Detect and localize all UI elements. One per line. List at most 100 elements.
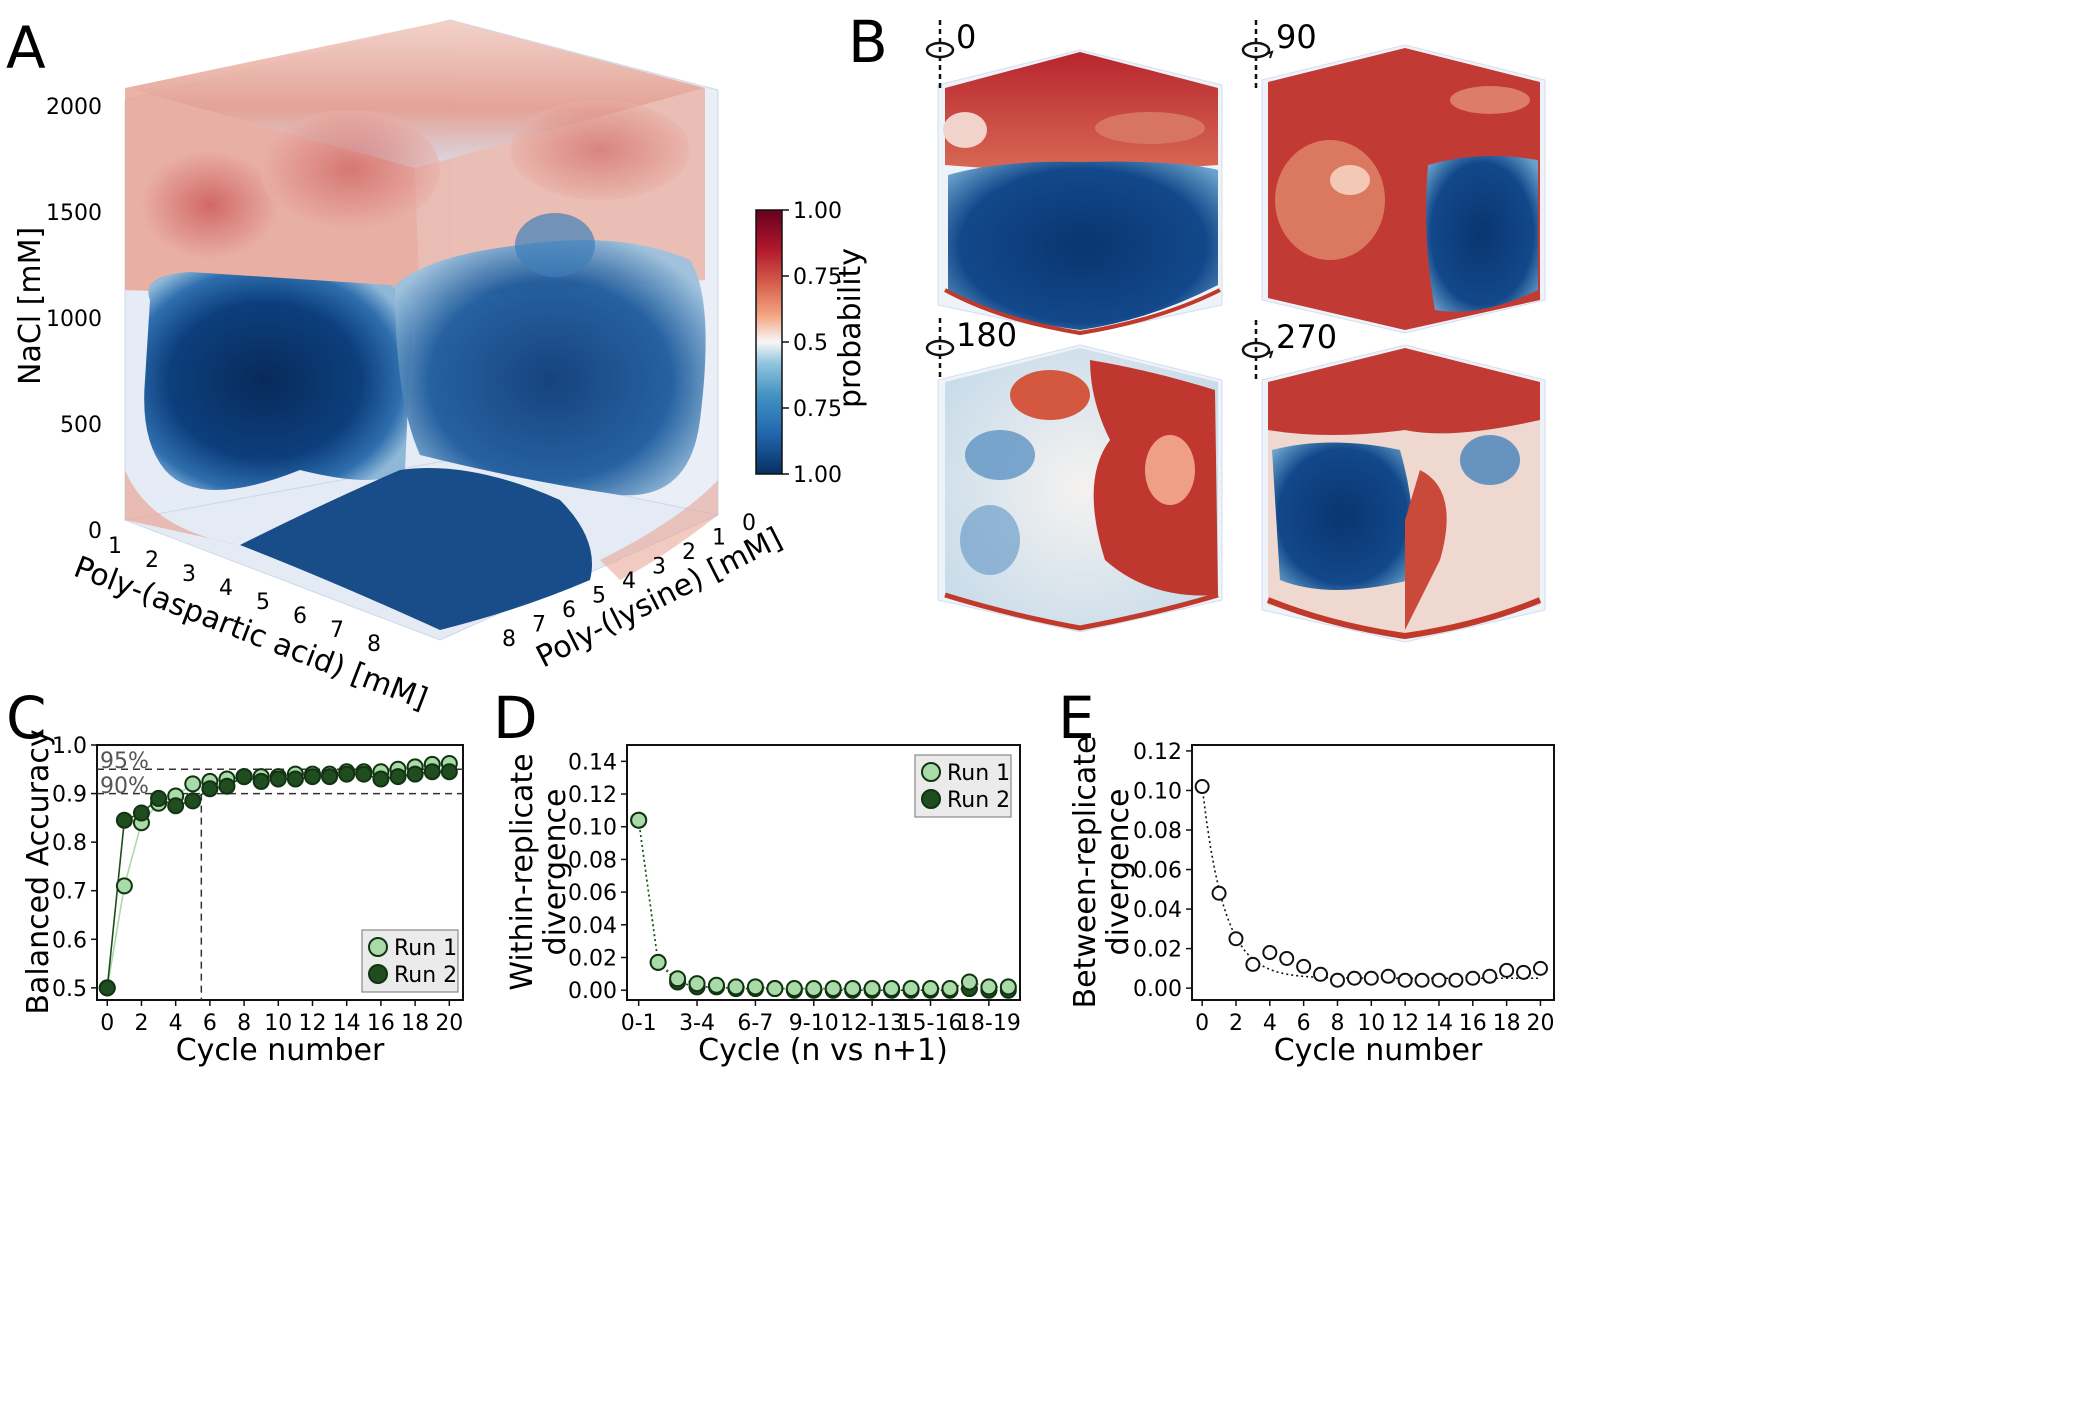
data-point [746, 978, 764, 996]
x-tick-label: 18 [1493, 1011, 1521, 1036]
view-angle-label: 90 [1276, 18, 1317, 56]
z-tick-label: 500 [60, 413, 102, 438]
volume-top-face [125, 20, 705, 168]
plot-frame [96, 744, 464, 1001]
legend-marker [921, 762, 941, 782]
x-tick-label: 18-19 [957, 1011, 1021, 1036]
panel-letter-c: C [6, 684, 47, 752]
data-point [1346, 970, 1362, 986]
volume-red-rim [125, 470, 240, 545]
data-point [132, 804, 150, 822]
colorbar-tick-label: 1.00 [793, 463, 842, 488]
data-point [1211, 885, 1227, 901]
data-point [235, 768, 253, 786]
data-point [1296, 958, 1312, 974]
legend-label: Run 2 [394, 963, 457, 988]
rotate-icon [1241, 20, 1274, 90]
data-point [150, 789, 168, 807]
data-point [688, 975, 706, 993]
data-point [167, 797, 185, 815]
volume-red-blob [510, 100, 690, 200]
y-axis-label: divergence [1101, 789, 1136, 956]
cube-red-edge [1266, 597, 1542, 640]
data-point [649, 953, 667, 971]
panel-b: B [848, 8, 1546, 643]
data-point [630, 811, 648, 829]
x-tick-label: 0-1 [621, 1011, 657, 1036]
cube-blue-region [948, 161, 1218, 330]
data-point [201, 780, 219, 798]
x-tick-label: 14 [333, 1011, 361, 1036]
y-tick-label: 6 [562, 598, 576, 623]
legend-marker [921, 789, 941, 809]
data-point [1499, 962, 1515, 978]
data-point [1228, 931, 1244, 947]
cube-light-patch [943, 112, 987, 148]
y-tick-label: 0.6 [52, 928, 87, 953]
x-tick-label: 20 [435, 1011, 463, 1036]
x-tick-label: 8 [367, 632, 381, 657]
x-tick-label: 8 [237, 1011, 251, 1036]
panel-e: E 0 2 4 6 8 10 12 14 16 18 20 0.00 0.02 0.04 0.06 0.08 0… [1058, 684, 1555, 1068]
data-point [440, 763, 458, 781]
data-point [218, 777, 236, 795]
volume-blue-region-right [395, 240, 706, 496]
x-tick-label: 7 [330, 618, 344, 643]
y-tick-label: 8 [502, 627, 516, 652]
data-point [1363, 970, 1379, 986]
z-tick-label: 0 [88, 519, 102, 544]
y-tick-label: 7 [532, 613, 546, 638]
colorbar [755, 209, 783, 475]
x-tick-label: 16 [1459, 1011, 1487, 1036]
data-point [355, 765, 373, 783]
data-point [184, 775, 202, 793]
x-tick-label: 10 [1357, 1011, 1385, 1036]
x-tick-label: 12-13 [840, 1011, 904, 1036]
data-point [863, 980, 881, 998]
data-point [1482, 968, 1498, 984]
data-point [98, 979, 116, 997]
y-tick-label: 0.04 [1133, 898, 1182, 923]
y-tick-label: 0.00 [1133, 977, 1182, 1002]
x-tick-label: 8 [1330, 1011, 1344, 1036]
data-point [922, 980, 940, 998]
y-tick-label: 0.9 [52, 783, 87, 808]
data-point [707, 976, 725, 994]
data-point [960, 973, 978, 991]
data-point [372, 770, 390, 788]
y-tick-label: 0.04 [568, 914, 617, 939]
y-tick-label: 0.12 [568, 783, 617, 808]
colorbar-tick-label: 0.75 [793, 265, 842, 290]
volume-blue-region-left [144, 272, 413, 490]
x-tick-label: 4 [219, 576, 233, 601]
series-line [637, 820, 1009, 991]
data-point [902, 980, 920, 998]
cube-view-270 [1261, 344, 1546, 643]
panel-letter-b: B [848, 8, 888, 76]
reference-label-95: 95% [100, 749, 149, 774]
cube-blue-spot [965, 430, 1035, 480]
panel-c: C 0 2 4 6 8 10 12 14 16 18 20 0.5 0.6 0.7 0.8 0.9 1.0 Run… [6, 684, 464, 1068]
panel-letter-e: E [1058, 684, 1095, 752]
x-tick-label: 2 [134, 1011, 148, 1036]
y-tick-label: 0.00 [568, 979, 617, 1004]
data-point [883, 980, 901, 998]
data-point [941, 980, 959, 998]
data-point [1329, 972, 1345, 988]
y-tick-label: 1.0 [52, 734, 87, 759]
plot-frame [626, 744, 1021, 1001]
x-tick-label: 14 [1425, 1011, 1453, 1036]
data-point [1245, 956, 1261, 972]
cube-blue-region [1272, 442, 1414, 590]
data-point [824, 980, 842, 998]
x-axis-label: Cycle (n vs n+1) [698, 1033, 948, 1068]
legend-label: Run 1 [947, 761, 1010, 786]
volume-red-blob [140, 150, 280, 260]
data-point [406, 765, 424, 783]
z-axis-label: NaCl [mM] [13, 227, 48, 385]
data-point [785, 980, 803, 998]
colorbar-tick-label: 0.75 [793, 397, 842, 422]
x-tick-label: 6 [1297, 1011, 1311, 1036]
data-point [727, 978, 745, 996]
data-point [1313, 966, 1329, 982]
